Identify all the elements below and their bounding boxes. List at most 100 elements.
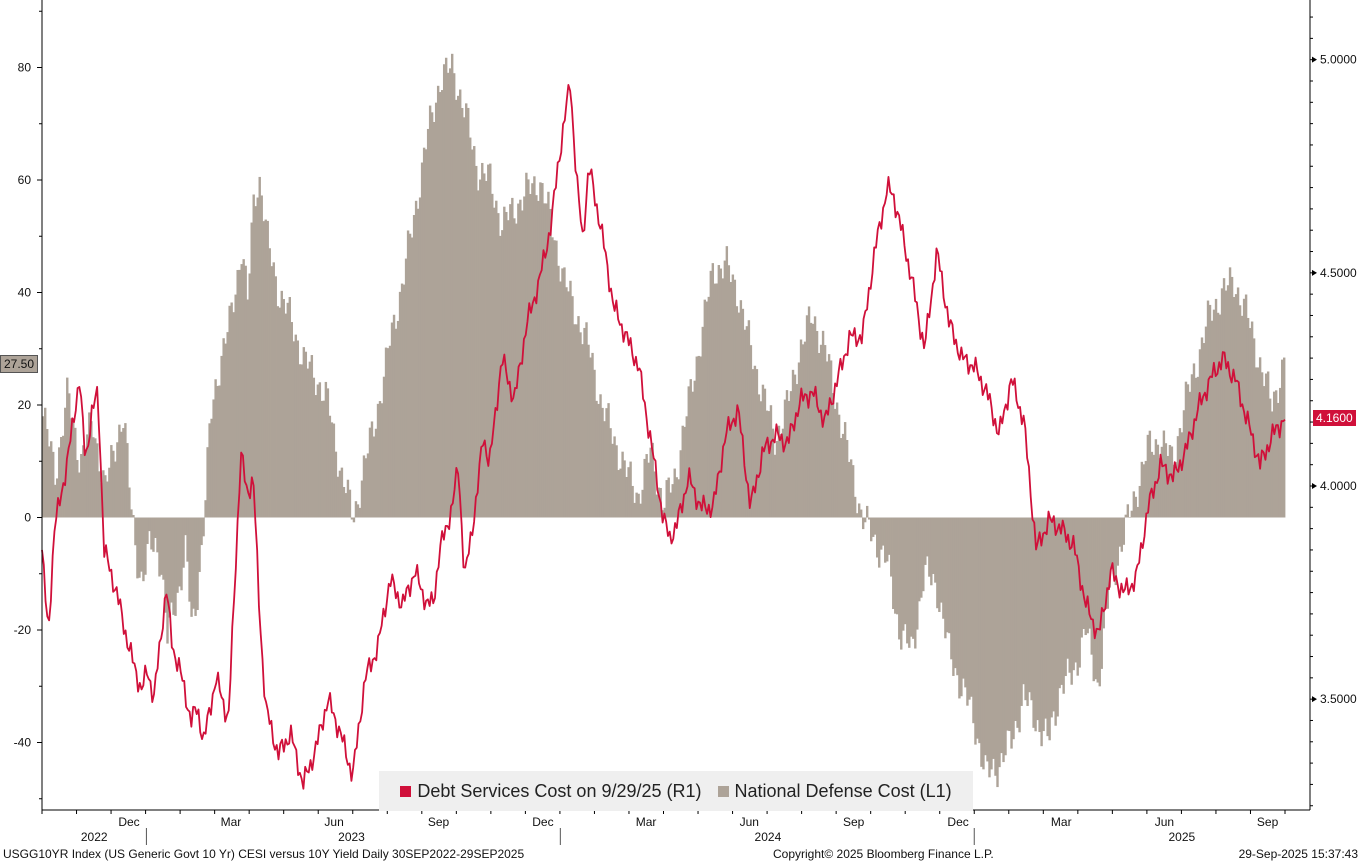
defense-bar (775, 440, 779, 518)
defense-bar (685, 416, 688, 518)
defense-bar (1008, 517, 1011, 732)
defense-bar (222, 338, 225, 518)
defense-bar (328, 415, 332, 518)
defense-bar (402, 284, 406, 518)
defense-bar (230, 302, 233, 518)
defense-bar (475, 165, 478, 518)
defense-bar (262, 221, 265, 518)
defense-bar (465, 103, 468, 518)
defense-bar (713, 283, 717, 518)
defense-bar (194, 517, 197, 616)
defense-bar (633, 502, 636, 518)
defense-bar (1236, 287, 1240, 518)
defense-bar (837, 414, 841, 518)
defense-bar (130, 509, 133, 518)
defense-bar (58, 447, 61, 518)
defense-bar (623, 460, 626, 518)
defense-bar (432, 121, 436, 518)
defense-bar (639, 503, 642, 518)
defense-bar (1206, 300, 1210, 518)
defense-bar (1062, 517, 1065, 694)
defense-bar (677, 479, 680, 518)
defense-bar (725, 246, 729, 518)
defense-bar (575, 324, 578, 518)
defense-bar (699, 356, 702, 518)
defense-bar (902, 517, 905, 631)
defense-bar (1268, 398, 1272, 518)
defense-bar (1058, 517, 1061, 689)
defense-bar (847, 461, 851, 518)
defense-bar (545, 203, 548, 518)
right-tick-label: 3.5000 (1320, 692, 1357, 706)
defense-bar (1150, 451, 1154, 518)
defense-bar (1266, 371, 1270, 518)
defense-bar (707, 296, 711, 518)
defense-bar (88, 412, 91, 518)
defense-bar (358, 507, 362, 518)
defense-bar (168, 517, 171, 618)
defense-bar (64, 407, 67, 518)
defense-bar (1102, 517, 1105, 629)
defense-bar (92, 437, 95, 518)
defense-bar (1094, 517, 1097, 680)
defense-bar (619, 468, 622, 518)
defense-bar (1088, 517, 1091, 629)
defense-bar (312, 377, 316, 518)
defense-bar (912, 517, 915, 639)
defense-bar (1272, 391, 1276, 518)
defense-bar (1208, 304, 1212, 518)
defense-bar (479, 179, 482, 518)
defense-bar (1154, 439, 1158, 518)
defense-bar (831, 393, 835, 518)
legend-label-defense: National Defense Cost (L1) (734, 780, 952, 801)
defense-bar (102, 470, 105, 518)
defense-bar (266, 220, 269, 518)
defense-bar (583, 327, 586, 518)
defense-bar (248, 273, 251, 518)
defense-bar (280, 290, 283, 518)
defense-bar (400, 283, 404, 518)
defense-bar (956, 517, 959, 676)
defense-bar (1114, 517, 1117, 586)
defense-bar (434, 102, 438, 518)
defense-bar (46, 429, 49, 518)
defense-bar (1040, 517, 1043, 747)
defense-bar (70, 418, 73, 518)
defense-bar (1070, 517, 1073, 685)
x-tick-label: Dec (532, 815, 553, 829)
defense-bar (625, 476, 628, 518)
defense-bar (892, 517, 895, 609)
defense-bar (968, 517, 971, 700)
defense-bar (446, 72, 450, 518)
defense-bar (1168, 444, 1172, 518)
defense-bar (711, 263, 715, 518)
defense-bar (1138, 485, 1142, 518)
defense-bar (497, 213, 500, 518)
defense-bar (1214, 298, 1218, 518)
defense-bar (743, 329, 747, 518)
defense-bar (254, 206, 257, 518)
defense-bar (665, 480, 668, 518)
defense-bar (797, 362, 801, 518)
defense-bar (422, 147, 426, 518)
defense-bar (705, 301, 708, 518)
defense-bar (972, 517, 975, 724)
defense-bar (1084, 517, 1087, 636)
defense-bar (589, 357, 592, 518)
defense-bar (537, 200, 540, 518)
defense-bar (396, 320, 400, 518)
defense-bar (765, 410, 769, 518)
defense-bar (1046, 517, 1049, 737)
defense-bar (382, 376, 386, 518)
defense-bar (220, 355, 223, 518)
defense-bar (793, 374, 797, 518)
defense-bar (723, 260, 727, 518)
x-tick-label: Jun (1155, 815, 1174, 829)
defense-bar (1010, 517, 1013, 749)
defense-bar (180, 517, 183, 591)
defense-bar (302, 347, 306, 518)
left-tick-label: 60 (18, 173, 32, 187)
defense-bar (442, 64, 446, 518)
defense-bar (747, 320, 751, 518)
defense-bar (683, 426, 686, 518)
